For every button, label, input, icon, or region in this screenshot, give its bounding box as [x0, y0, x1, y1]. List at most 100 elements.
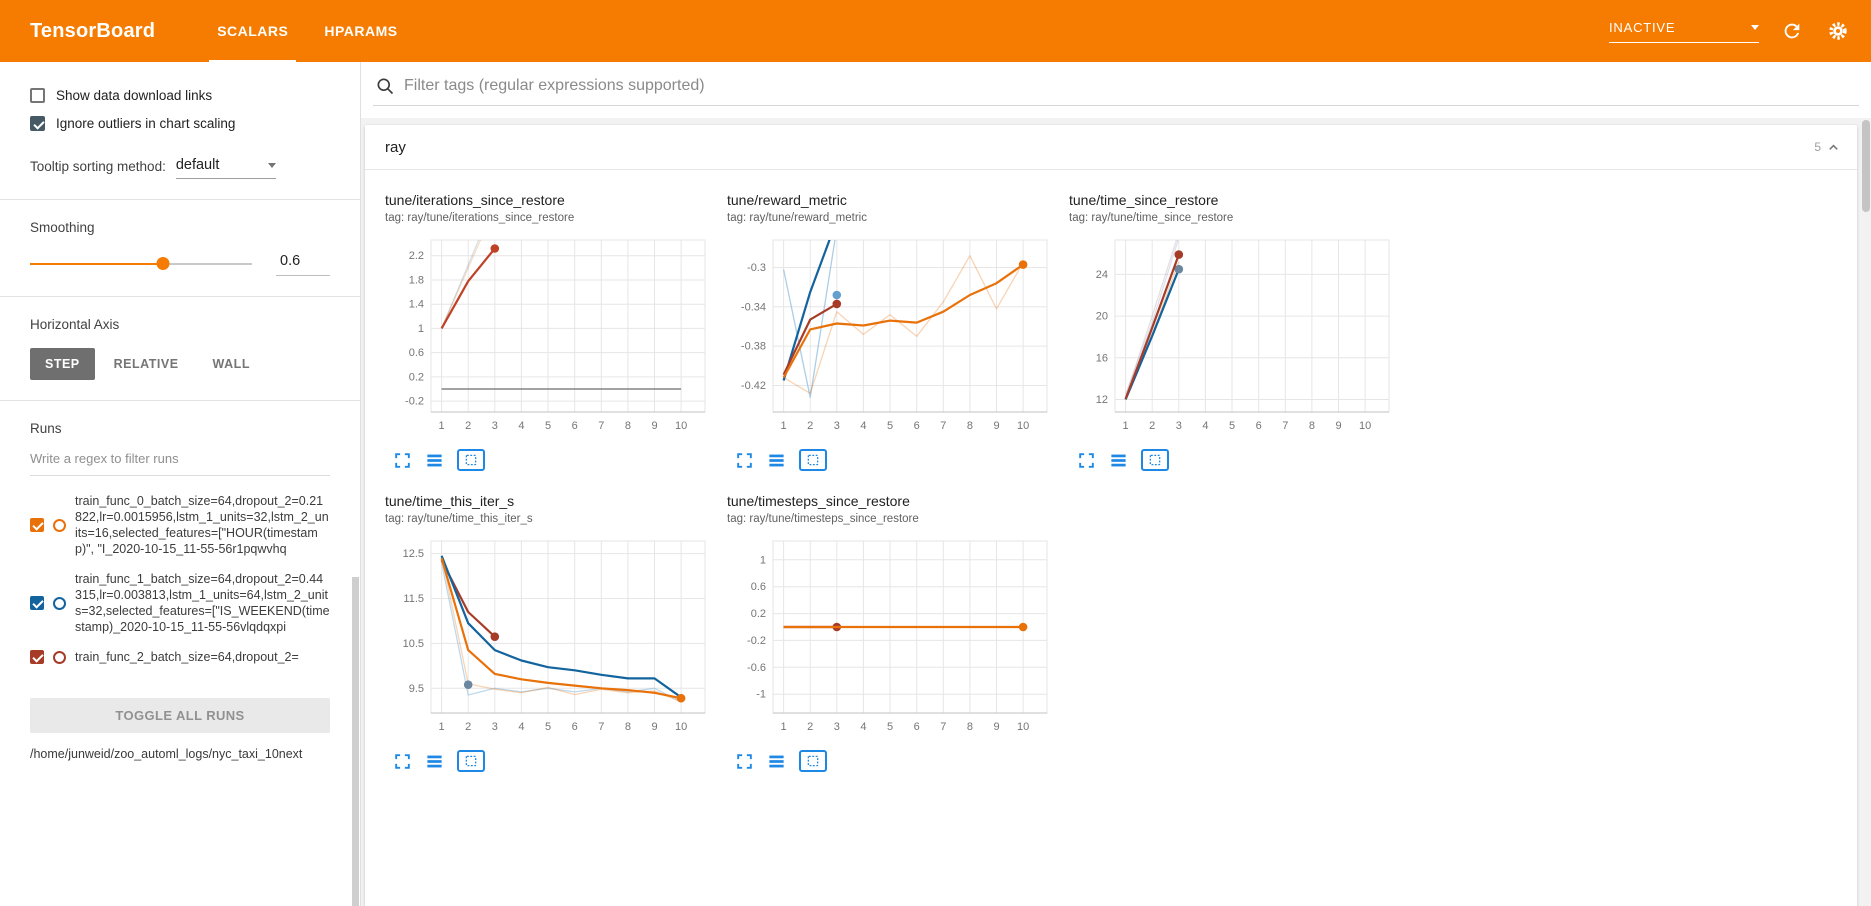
data-status-dropdown[interactable]: INACTIVE	[1609, 20, 1759, 43]
tag-filter-bar	[361, 62, 1871, 118]
svg-text:4: 4	[860, 420, 866, 432]
ignore-outliers-option[interactable]: Ignore outliers in chart scaling	[30, 116, 330, 131]
svg-text:1.4: 1.4	[409, 299, 424, 311]
category-card-ray: ray 5 tune/iterations_since_restore tag:…	[365, 125, 1857, 906]
checkbox-icon[interactable]	[30, 116, 45, 131]
svg-text:-0.3: -0.3	[747, 262, 766, 274]
chart-card: tune/iterations_since_restore tag: ray/t…	[385, 192, 721, 471]
chevron-up-icon[interactable]	[1826, 140, 1841, 155]
expand-chart-icon[interactable]	[393, 752, 412, 771]
axis-option-step[interactable]: STEP	[30, 348, 95, 380]
svg-text:4: 4	[860, 721, 866, 733]
svg-text:2: 2	[807, 721, 813, 733]
svg-text:1: 1	[439, 420, 445, 432]
scrollbar-thumb[interactable]	[352, 576, 359, 906]
svg-text:-0.34: -0.34	[741, 301, 766, 313]
sidebar-scrollbar[interactable]	[351, 62, 360, 906]
run-radio[interactable]	[53, 596, 66, 610]
chart-card: tune/reward_metric tag: ray/tune/reward_…	[727, 192, 1063, 471]
run-checkbox[interactable]	[30, 650, 44, 664]
app-header: TensorBoard SCALARS HPARAMS INACTIVE	[0, 0, 1871, 62]
svg-text:6: 6	[572, 721, 578, 733]
svg-text:-1: -1	[756, 689, 766, 701]
svg-text:6: 6	[572, 420, 578, 432]
svg-text:5: 5	[545, 420, 551, 432]
show-download-links-option[interactable]: Show data download links	[30, 88, 330, 103]
category-header[interactable]: ray 5	[365, 125, 1857, 170]
svg-text:4: 4	[518, 721, 524, 733]
chart-tag: tag: ray/tune/time_this_iter_s	[385, 513, 533, 525]
smoothing-value[interactable]: 0.6	[276, 251, 330, 276]
axis-option-relative[interactable]: RELATIVE	[99, 348, 194, 380]
log-directory: /home/junweid/zoo_automl_logs/nyc_taxi_1…	[30, 747, 303, 761]
chart-plot: -0.2 0.2 0.6 1 1.4 1.8 2.2 1 2 3 4 5 6 7 8 9 10	[385, 230, 721, 447]
svg-text:10: 10	[675, 721, 687, 733]
runs-selector-icon[interactable]	[767, 752, 786, 771]
scrollbar-thumb[interactable]	[1862, 120, 1870, 212]
chart-plot: 9.5 10.5 11.5 12.5 1 2 3 4 5 6 7 8 9 10	[385, 531, 721, 748]
run-list-item[interactable]: train_func_0_batch_size=64,dropout_2=0.2…	[30, 486, 330, 564]
runs-filter-input[interactable]	[30, 446, 330, 476]
slider-thumb[interactable]	[156, 256, 170, 270]
svg-text:3: 3	[492, 420, 498, 432]
svg-text:2: 2	[465, 721, 471, 733]
tab-scalars[interactable]: SCALARS	[199, 0, 306, 62]
chart-toolbar	[385, 449, 721, 471]
settings-icon[interactable]	[1825, 18, 1851, 44]
charts-grid: tune/iterations_since_restore tag: ray/t…	[365, 170, 1857, 796]
svg-text:10: 10	[675, 420, 687, 432]
main-content: ray 5 tune/iterations_since_restore tag:…	[361, 62, 1871, 906]
nav-tabs: SCALARS HPARAMS	[199, 0, 415, 62]
sidebar: Show data download links Ignore outliers…	[0, 62, 361, 906]
smoothing-label: Smoothing	[30, 220, 95, 235]
expand-chart-icon[interactable]	[735, 752, 754, 771]
runs-selector-icon[interactable]	[767, 451, 786, 470]
smoothing-slider[interactable]	[30, 253, 252, 275]
search-icon	[375, 76, 395, 96]
axis-option-wall[interactable]: WALL	[198, 348, 265, 380]
runs-selector-icon[interactable]	[425, 451, 444, 470]
svg-text:-0.42: -0.42	[741, 380, 766, 392]
runs-selector-icon[interactable]	[425, 752, 444, 771]
fit-domain-icon[interactable]	[1141, 449, 1169, 471]
run-radio[interactable]	[53, 518, 66, 532]
toggle-all-runs-button[interactable]: TOGGLE ALL RUNS	[30, 698, 330, 733]
expand-chart-icon[interactable]	[735, 451, 754, 470]
refresh-icon[interactable]	[1779, 18, 1805, 44]
run-list-item[interactable]: train_func_1_batch_size=64,dropout_2=0.4…	[30, 564, 330, 642]
fit-domain-icon[interactable]	[799, 750, 827, 772]
divider	[0, 400, 360, 401]
svg-text:11.5: 11.5	[403, 593, 424, 605]
svg-text:1: 1	[1123, 420, 1129, 432]
checkbox-icon[interactable]	[30, 88, 45, 103]
expand-chart-icon[interactable]	[393, 451, 412, 470]
option-label: Ignore outliers in chart scaling	[56, 116, 236, 131]
svg-text:3: 3	[492, 721, 498, 733]
svg-text:1: 1	[760, 554, 766, 566]
run-radio[interactable]	[53, 650, 66, 664]
runs-selector-icon[interactable]	[1109, 451, 1128, 470]
svg-text:4: 4	[518, 420, 524, 432]
main-scrollbar[interactable]	[1861, 62, 1871, 906]
chart-title: tune/time_since_restore	[1069, 192, 1219, 208]
svg-text:3: 3	[834, 420, 840, 432]
runs-list: train_func_0_batch_size=64,dropout_2=0.2…	[30, 486, 330, 694]
divider	[0, 296, 360, 297]
run-checkbox[interactable]	[30, 518, 44, 532]
fit-domain-icon[interactable]	[457, 449, 485, 471]
fit-domain-icon[interactable]	[799, 449, 827, 471]
svg-text:9.5: 9.5	[409, 683, 424, 695]
svg-text:0.6: 0.6	[409, 347, 424, 359]
run-checkbox[interactable]	[30, 596, 44, 610]
chart-title: tune/reward_metric	[727, 192, 847, 208]
tooltip-sorting-select[interactable]: default	[175, 157, 276, 179]
svg-text:2: 2	[807, 420, 813, 432]
expand-chart-icon[interactable]	[1077, 451, 1096, 470]
svg-text:1: 1	[439, 721, 445, 733]
fit-domain-icon[interactable]	[457, 750, 485, 772]
svg-text:10.5: 10.5	[403, 638, 424, 650]
tab-hparams[interactable]: HPARAMS	[324, 23, 398, 39]
run-list-item[interactable]: train_func_2_batch_size=64,dropout_2=	[30, 642, 330, 672]
svg-text:6: 6	[914, 420, 920, 432]
tag-filter-input[interactable]	[404, 77, 1857, 95]
